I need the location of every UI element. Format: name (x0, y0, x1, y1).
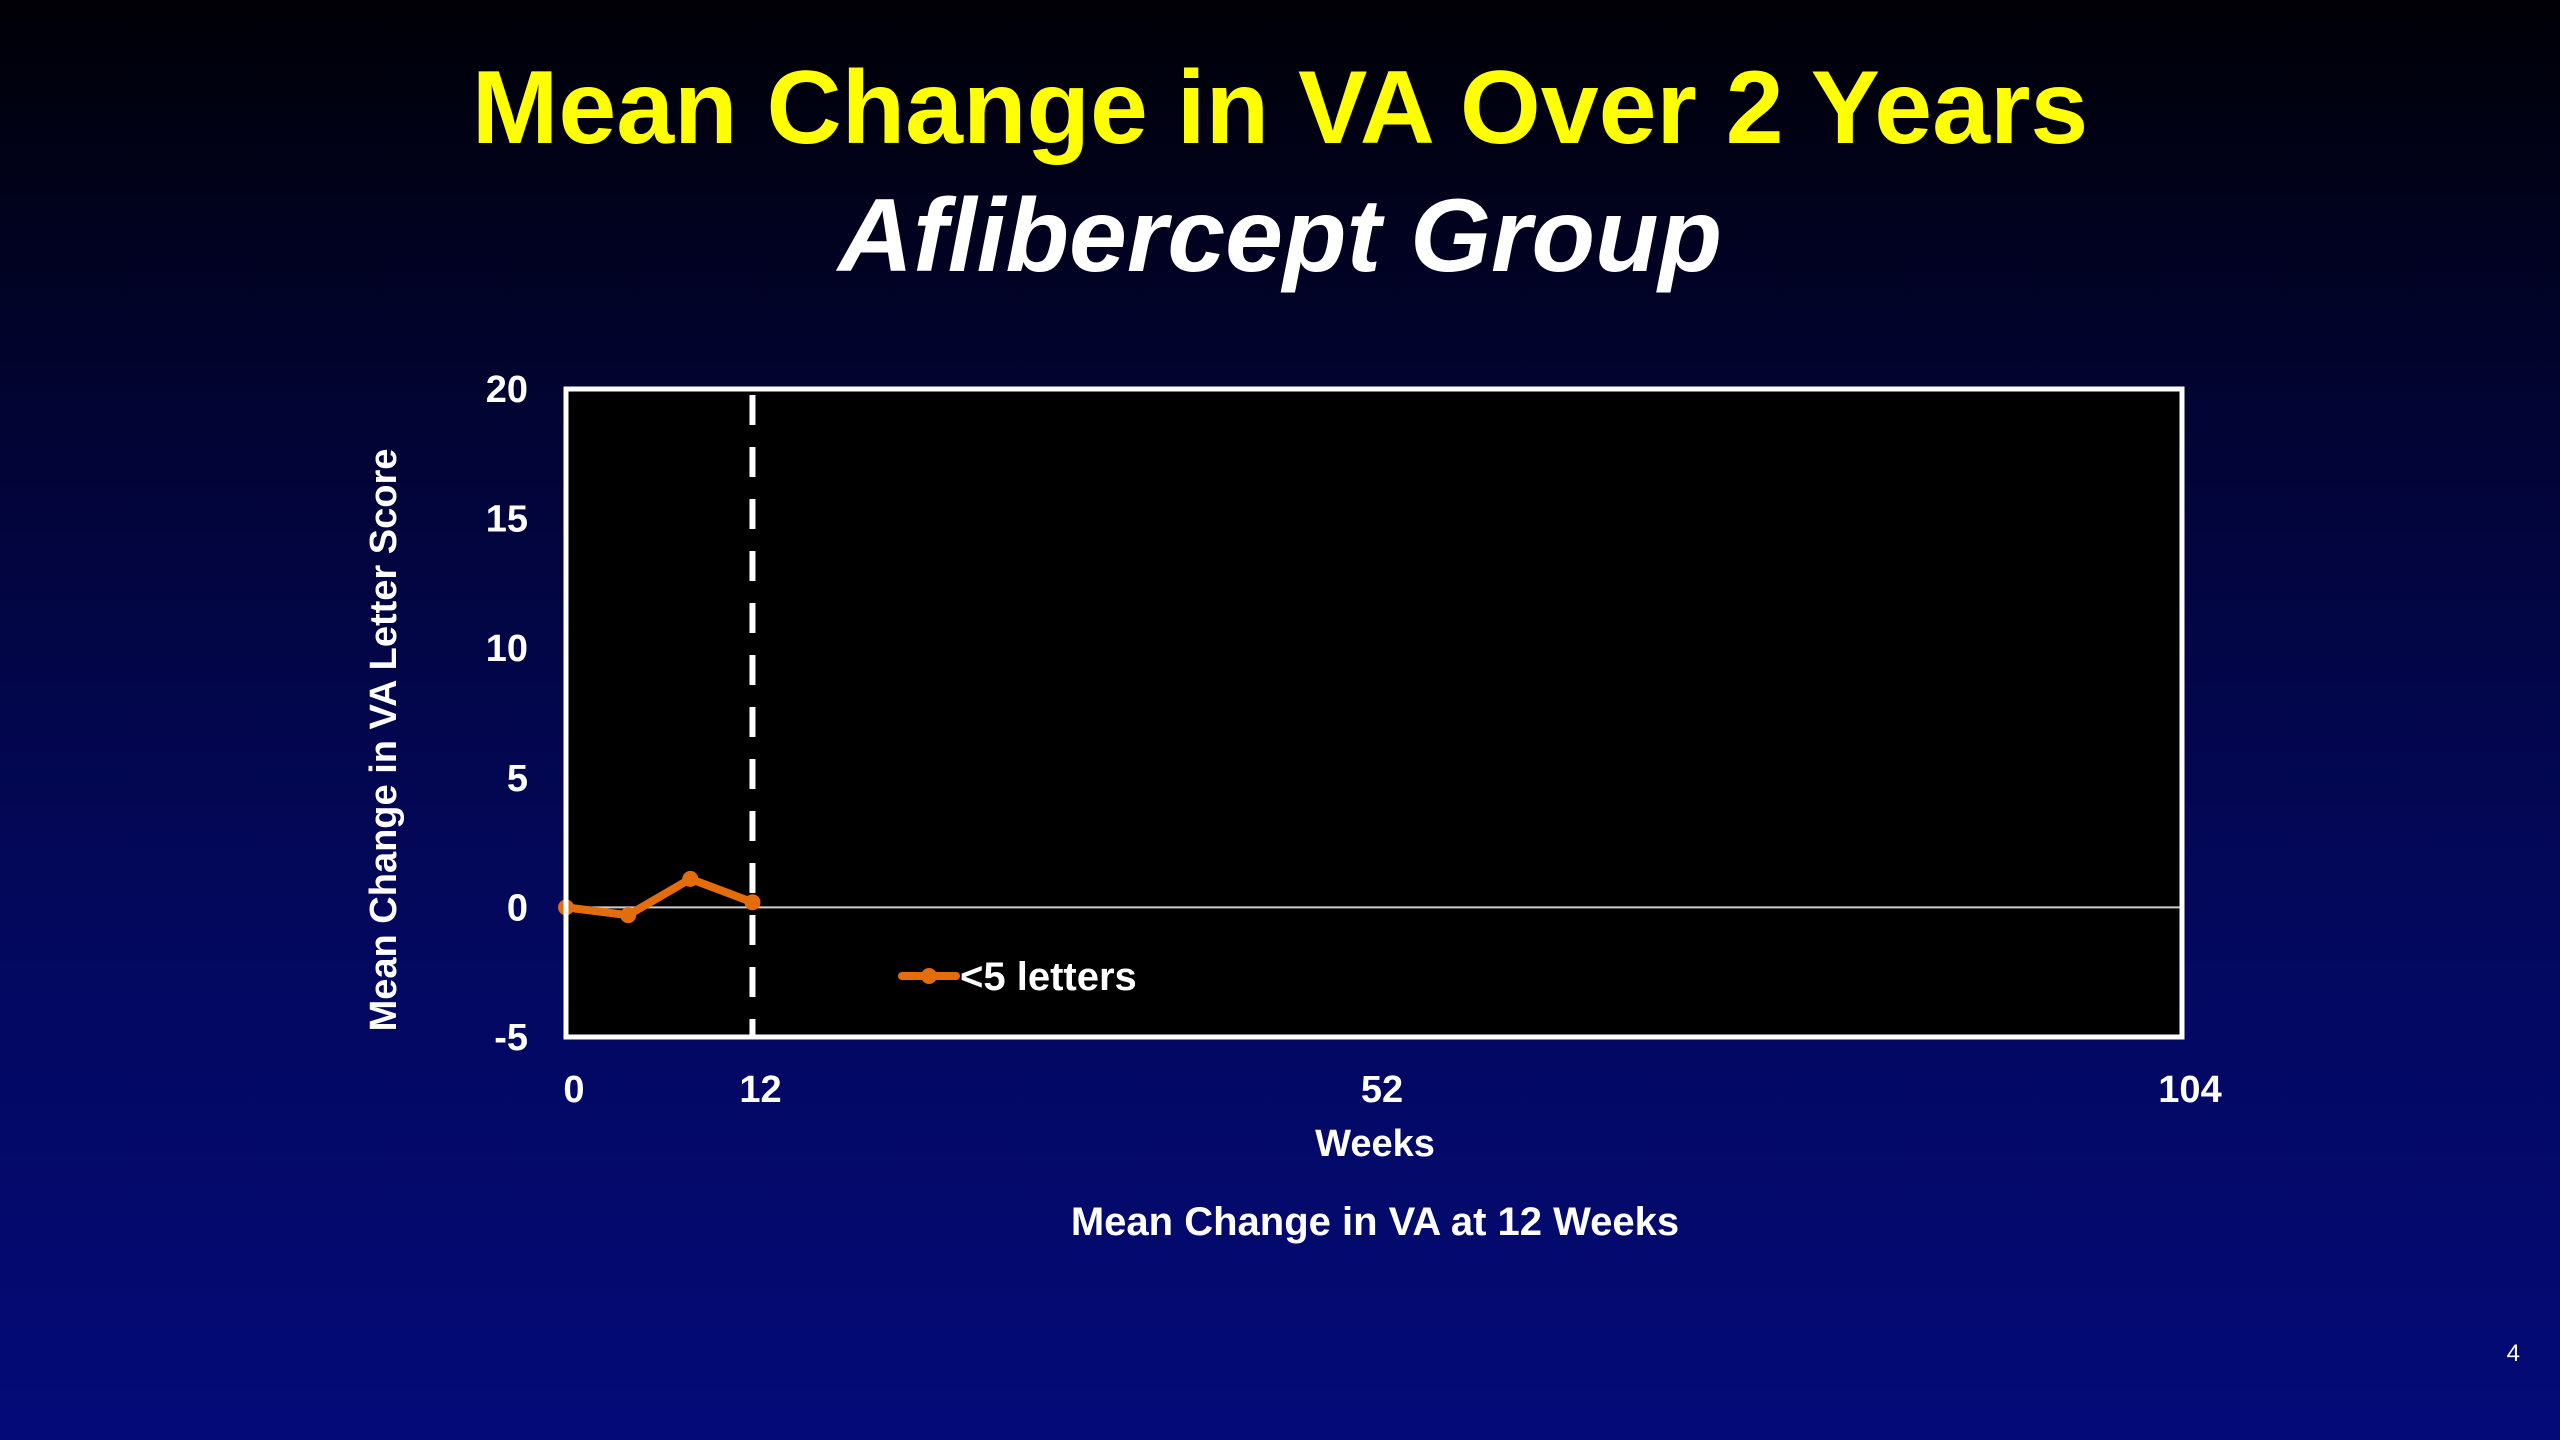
y-axis-title: Mean Change in VA Letter Score (363, 449, 405, 1032)
slide-subtitle: Aflibercept Group (837, 178, 1723, 294)
y-tick-label: 20 (486, 369, 528, 411)
legend-label: <5 letters (960, 955, 1137, 999)
series-line-0 (562, 874, 757, 920)
chart-caption: Mean Change in VA at 12 Weeks (1071, 1200, 1679, 1244)
y-tick-label: 5 (507, 758, 528, 800)
y-tick-label: 10 (486, 628, 528, 670)
x-tick-label: 0 (563, 1069, 584, 1111)
x-axis-title: Weeks (1315, 1123, 1435, 1165)
x-tick-label: 104 (2158, 1069, 2221, 1111)
y-tick-label: 15 (486, 499, 528, 541)
x-tick-label: 52 (1361, 1069, 1403, 1111)
data-point (682, 870, 699, 887)
x-tick-label: 12 (739, 1069, 781, 1111)
slide-title: Mean Change in VA Over 2 Years (471, 50, 2089, 166)
plot-area (566, 389, 2182, 1037)
y-tick-label: -5 (494, 1017, 528, 1059)
data-point (620, 907, 637, 924)
y-tick-label: 0 (507, 887, 528, 929)
page-number: 4 (2506, 1340, 2520, 1367)
plot-frame (563, 386, 2185, 1040)
legend: <5 letters (898, 955, 1137, 999)
data-point (744, 894, 761, 911)
legend-marker-swatch (921, 968, 937, 984)
